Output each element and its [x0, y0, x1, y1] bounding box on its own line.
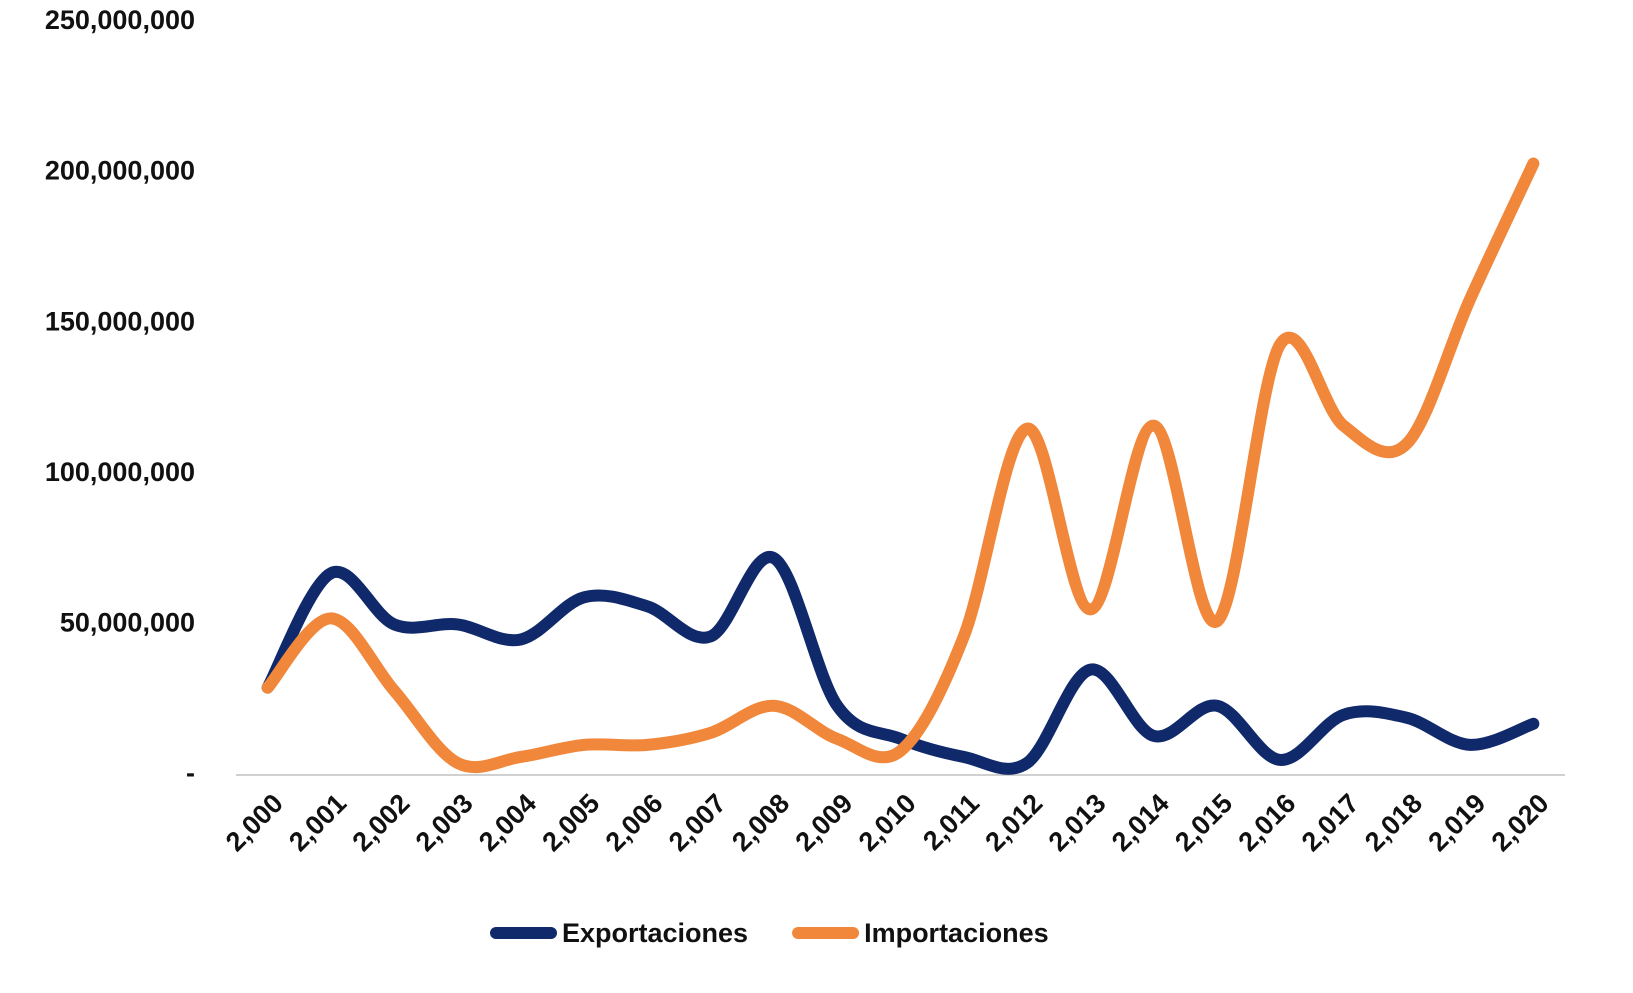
x-tick-label: 2,016: [1232, 788, 1301, 857]
y-tick-label: 200,000,000: [45, 156, 195, 186]
y-tick-label: 100,000,000: [45, 457, 195, 487]
x-tick-label: 2,004: [473, 788, 542, 857]
x-tick-label: 2,009: [789, 788, 858, 857]
x-tick-label: 2,013: [1043, 788, 1112, 857]
x-tick-label: 2,011: [917, 788, 985, 856]
y-tick-label: 150,000,000: [45, 306, 195, 336]
y-tick-label: -: [186, 758, 195, 788]
x-tick-label: 2,010: [853, 788, 922, 857]
x-tick-label: 2,020: [1486, 788, 1555, 857]
x-tick-label: 2,018: [1359, 788, 1428, 857]
x-tick-label: 2,019: [1422, 788, 1491, 857]
legend: Exportaciones Importaciones: [490, 918, 1049, 948]
x-tick-label: 2,002: [346, 788, 415, 857]
x-tick-label: 2,012: [979, 788, 1048, 857]
x-tick-label: 2,001: [283, 788, 352, 857]
legend-label: Importaciones: [864, 918, 1049, 948]
x-tick-label: 2,005: [536, 788, 605, 857]
series-line: [261, 551, 1540, 775]
legend-label: Exportaciones: [562, 918, 748, 948]
series-line: [261, 157, 1540, 773]
x-tick-label: 2,006: [600, 788, 669, 857]
x-tick-label: 2,014: [1106, 788, 1175, 857]
y-tick-label: 50,000,000: [60, 608, 195, 638]
x-tick-label: 2,003: [410, 788, 479, 857]
x-tick-label: 2,015: [1169, 788, 1238, 857]
x-tick-label: 2,017: [1296, 788, 1365, 857]
x-tick-label: 2,008: [726, 788, 795, 857]
x-tick-label: 2,000: [220, 788, 289, 857]
y-tick-label: 250,000,000: [45, 5, 195, 35]
x-tick-label: 2,007: [663, 788, 732, 857]
